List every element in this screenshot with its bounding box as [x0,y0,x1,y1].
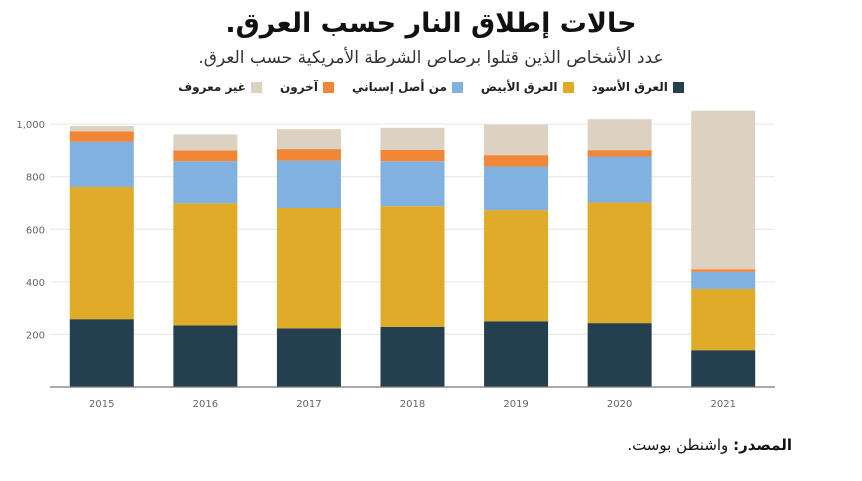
bar-2016-white [173,203,238,326]
bar-2018-black [380,326,445,387]
bar-2015-white [69,186,134,320]
bar-2021-white [691,288,756,351]
bar-2016-black [173,325,238,387]
y-tick-label-1000: 1,000 [16,120,45,131]
bar-2019-black [484,321,549,387]
legend-item-white: العرق الأبيض [481,80,574,94]
bar-2018-hispanic [380,161,445,207]
legend-swatch-white [562,81,574,93]
x-tick-label-2015: 2015 [89,399,114,410]
bar-2017-other [276,149,341,161]
x-tick-label-2016: 2016 [193,399,218,410]
y-tick-label-600: 600 [26,225,45,236]
legend-label-other: آخرون [280,80,318,94]
chart-subtitle: عدد الأشخاص الذين قتلوا برصاص الشرطة الأ… [198,48,664,68]
legend-swatch-black [672,81,684,93]
legend-swatch-other [322,81,334,93]
legend-label-white: العرق الأبيض [480,80,558,94]
source-label: المصدر: [733,436,792,454]
legend-swatch-hispanic [451,81,463,93]
bar-2020-hispanic [587,156,652,203]
bar-2016-other [173,150,238,162]
source-text: واشنطن بوست. [627,436,734,454]
y-tick-label-800: 800 [26,173,45,184]
x-tick-label-2019: 2019 [503,399,528,410]
bar-2015-hispanic [69,141,134,187]
bar-2015-black [69,319,134,387]
legend-item-unknown: غير معروف [178,80,263,94]
bar-2018-other [380,149,445,162]
x-tick-label-2017: 2017 [296,399,321,410]
y-tick-label-200: 200 [26,330,45,341]
bar-2020-black [587,323,652,387]
y-tick-label-400: 400 [26,278,45,289]
bar-2018-white [380,206,445,327]
bar-2019-unknown [484,124,549,156]
bar-2019-other [484,155,549,167]
bar-2019-white [484,210,549,322]
bar-2021-hispanic [691,271,756,289]
bar-2017-black [276,328,341,387]
bar-2020-white [587,202,652,324]
chart-title: حالات إطلاق النار حسب العرق. [225,8,637,39]
legend-item-other: آخرون [280,80,334,94]
legend: العرق الأسود العرق الأبيض من أصل إسباني آخر… [0,80,862,94]
bar-2018-unknown [380,127,445,150]
bar-2021-other [691,269,756,272]
bar-2015-unknown [69,125,134,132]
x-tick-label-2021: 2021 [710,399,735,410]
bar-2017-hispanic [276,160,341,208]
legend-label-hispanic: من أصل إسباني [351,80,447,94]
legend-swatch-unknown [251,81,263,93]
bar-2016-unknown [173,134,238,151]
source-note: المصدر: واشنطن بوست. [627,436,792,454]
bar-2017-white [276,207,341,329]
legend-item-hispanic: من أصل إسباني [352,80,463,94]
bar-2015-other [69,131,134,142]
legend-item-black: العرق الأسود [592,80,684,94]
bar-2017-unknown [276,129,341,150]
x-tick-label-2018: 2018 [400,399,425,410]
bar-2020-unknown [587,119,652,151]
bar-2016-hispanic [173,161,238,204]
legend-label-black: العرق الأسود [591,80,668,94]
bar-2021-black [691,350,756,387]
bar-2020-other [587,150,652,157]
legend-label-unknown: غير معروف [178,80,247,94]
bar-2021-unknown [691,110,756,270]
bar-2019-hispanic [484,166,549,211]
x-tick-label-2020: 2020 [607,399,632,410]
